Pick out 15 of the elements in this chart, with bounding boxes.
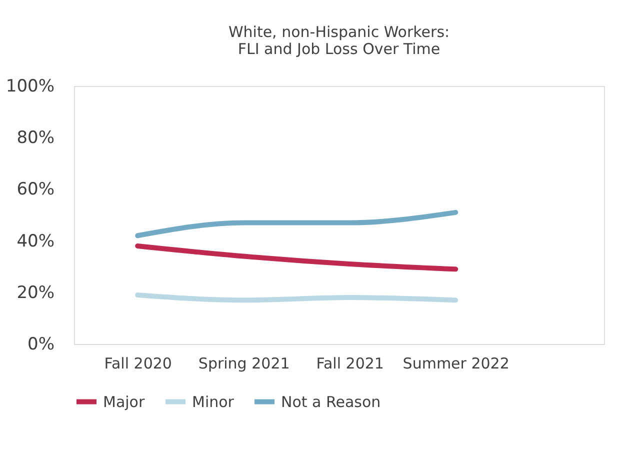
y-tick-label: 100%: [6, 76, 54, 96]
y-tick-label: 20%: [16, 282, 54, 303]
y-tick-label: 40%: [16, 231, 54, 252]
x-tick-label: Fall 2020: [104, 354, 172, 372]
text: White, non-Hispanic Workers:: [228, 23, 450, 41]
text: FLI and Job Loss Over Time: [238, 40, 440, 58]
legend-label: Not a Reason: [281, 392, 381, 411]
y-tick-label: 0%: [28, 334, 54, 354]
legend-label: Minor: [192, 392, 235, 411]
legend-label: Major: [103, 392, 146, 411]
x-tick-label: Spring 2021: [198, 354, 290, 372]
x-tick-label: Fall 2021: [316, 354, 384, 372]
y-tick-label: 60%: [16, 180, 54, 200]
y-tick-label: 80%: [16, 128, 54, 148]
x-tick-label: Summer 2022: [402, 354, 510, 372]
